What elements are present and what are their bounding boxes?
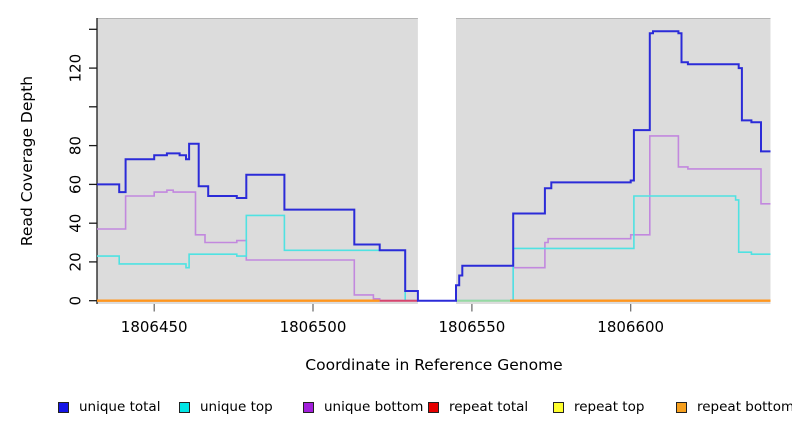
legend-swatch-icon [303, 401, 314, 413]
legend-item-repeat-bottom: repeat bottom [676, 399, 792, 415]
legend-swatch-icon [179, 401, 190, 413]
x-tick-label: 1806450 [121, 318, 188, 336]
legend-label: unique bottom [324, 399, 424, 415]
legend-item-repeat-top: repeat top [553, 399, 644, 415]
y-tick-label: 60 [67, 175, 85, 194]
series-line-unique-bottom [456, 135, 771, 302]
x-tick-label: 1806600 [597, 318, 664, 336]
plot-panel-background [97, 18, 418, 304]
legend-item-unique-bottom: unique bottom [303, 399, 423, 415]
legend-item-unique-total: unique total [58, 399, 160, 415]
y-axis-label: Read Coverage Depth [18, 75, 36, 247]
legend-label: repeat bottom [697, 399, 792, 415]
y-tick-label: 120 [67, 54, 85, 83]
legend-swatch-icon [676, 401, 687, 413]
legend-label: unique total [79, 399, 161, 415]
legend-label: unique top [200, 399, 273, 415]
y-tick-label: 80 [67, 136, 85, 155]
legend-swatch-icon [58, 401, 69, 413]
x-tick-label: 1806550 [438, 318, 505, 336]
legend-swatch-icon [553, 401, 564, 413]
plot-panel-background [456, 18, 771, 304]
y-tick-label: 20 [67, 252, 85, 271]
y-tick-label: 40 [67, 214, 85, 233]
series-line-unique-total [97, 30, 771, 302]
x-tick-label: 1806500 [280, 318, 347, 336]
legend-swatch-icon [428, 401, 439, 413]
legend-label: repeat top [574, 399, 645, 415]
x-axis-label: Coordinate in Reference Genome [305, 356, 563, 374]
legend-item-repeat-total: repeat total [428, 399, 528, 415]
series-line-unique-top [97, 214, 418, 302]
legend-label: repeat total [449, 399, 529, 415]
y-tick-label: 0 [67, 296, 85, 306]
legend-item-unique-top: unique top [179, 399, 273, 415]
series-line-unique-bottom [97, 189, 418, 302]
